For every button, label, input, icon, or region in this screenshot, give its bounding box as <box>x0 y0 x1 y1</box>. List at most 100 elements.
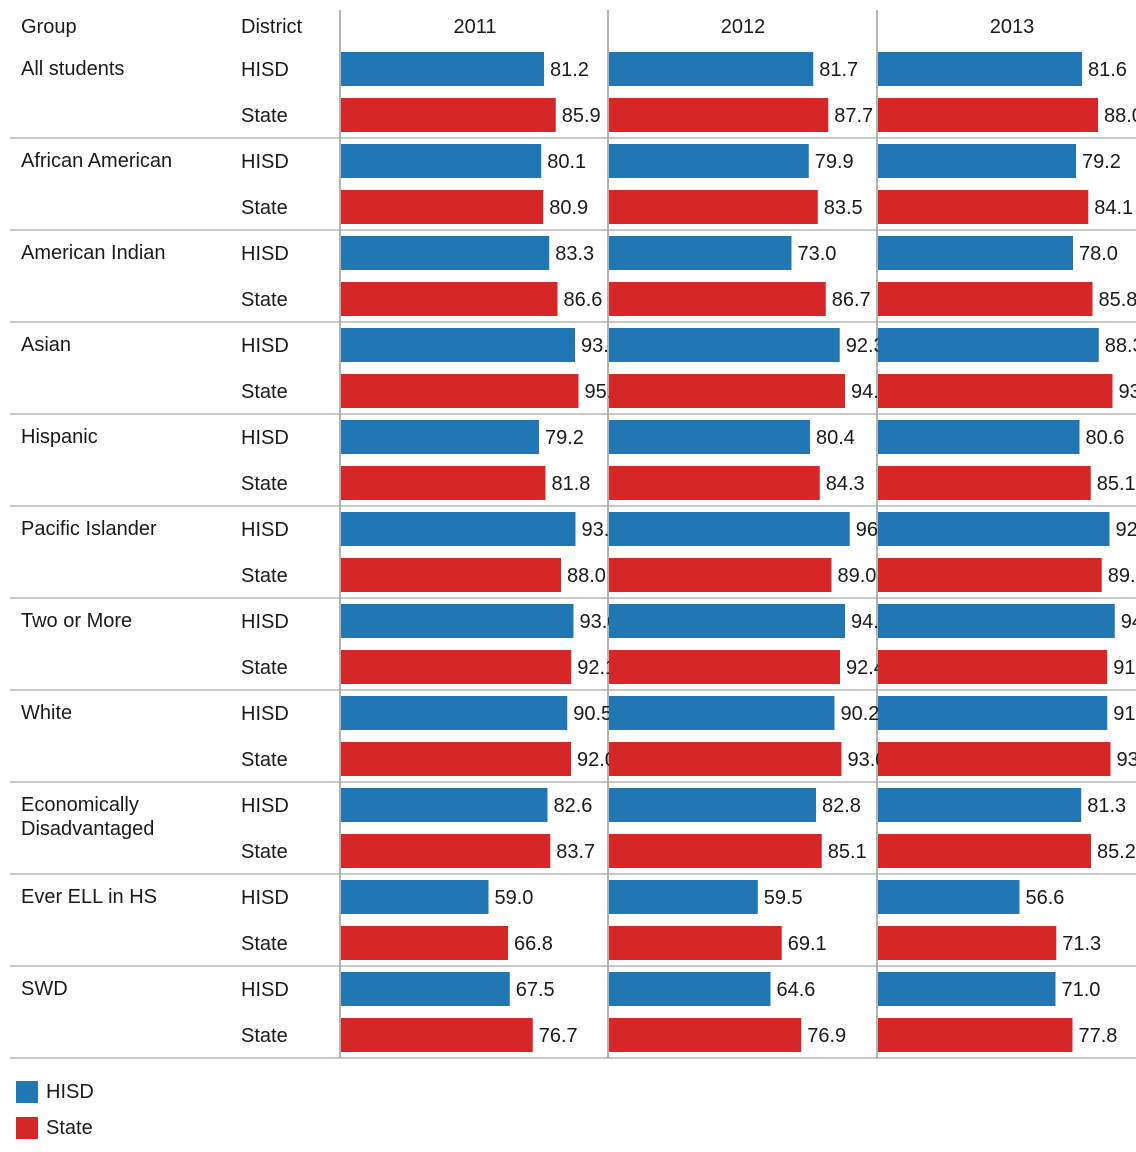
bar-asian-state-2012 <box>609 374 845 408</box>
legend-item-hisd: HISD <box>16 1080 94 1104</box>
value-label-two-or-more-hisd-2013: 94.7 <box>1121 611 1136 633</box>
bar-american-indian-state-2012 <box>609 282 826 316</box>
bar-white-state-2013 <box>878 742 1111 776</box>
value-label-hispanic-state-2011: 81.8 <box>552 473 591 495</box>
value-label-american-indian-hisd-2011: 83.3 <box>555 243 594 265</box>
group-label-all-students: All students <box>21 58 124 80</box>
bar-asian-hisd-2013 <box>878 328 1099 362</box>
bar-ever-ell-in-hs-state-2011 <box>341 926 508 960</box>
bar-pacific-islander-hisd-2013 <box>878 512 1110 546</box>
bar-all-students-state-2011 <box>341 98 556 132</box>
bar-pacific-islander-hisd-2011 <box>341 512 576 546</box>
group-label-two-or-more: Two or More <box>21 610 132 632</box>
value-label-white-hisd-2012: 90.2 <box>841 703 880 725</box>
bar-pacific-islander-state-2013 <box>878 558 1102 592</box>
value-label-all-students-hisd-2013: 81.6 <box>1088 59 1127 81</box>
bar-swd-hisd-2013 <box>878 972 1056 1006</box>
value-label-all-students-state-2012: 87.7 <box>834 105 873 127</box>
bar-pacific-islander-hisd-2012 <box>609 512 850 546</box>
value-label-all-students-state-2011: 85.9 <box>562 105 601 127</box>
year-header-2013: 2013 <box>990 16 1035 38</box>
value-label-african-american-state-2013: 84.1 <box>1094 197 1133 219</box>
bar-two-or-more-state-2011 <box>341 650 571 684</box>
year-header-2011: 2011 <box>453 16 496 38</box>
value-label-economically-disadvantaged-hisd-2013: 81.3 <box>1087 795 1126 817</box>
legend-swatch-state <box>16 1117 38 1139</box>
value-label-economically-disadvantaged-state-2013: 85.2 <box>1097 841 1136 863</box>
bar-economically-disadvantaged-state-2013 <box>878 834 1091 868</box>
bar-white-hisd-2012 <box>609 696 835 730</box>
bar-all-students-state-2013 <box>878 98 1098 132</box>
legend-swatch-hisd <box>16 1081 38 1103</box>
bar-white-hisd-2011 <box>341 696 567 730</box>
district-label-white-state: State <box>241 749 288 771</box>
district-label-asian-state: State <box>241 381 288 403</box>
bar-asian-state-2011 <box>341 374 579 408</box>
value-label-white-hisd-2013: 91.7 <box>1113 703 1136 725</box>
group-label-pacific-islander: Pacific Islander <box>21 518 157 540</box>
bar-african-american-state-2013 <box>878 190 1088 224</box>
bar-american-indian-state-2013 <box>878 282 1093 316</box>
bar-ever-ell-in-hs-hisd-2011 <box>341 880 489 914</box>
bar-economically-disadvantaged-hisd-2012 <box>609 788 816 822</box>
header-district: District <box>241 16 303 38</box>
value-label-american-indian-state-2012: 86.7 <box>832 289 871 311</box>
value-label-white-hisd-2011: 90.5 <box>573 703 612 725</box>
bar-asian-state-2013 <box>878 374 1113 408</box>
bar-hispanic-state-2013 <box>878 466 1091 500</box>
bar-all-students-state-2012 <box>609 98 828 132</box>
group-label-economically-disadvantaged-line-1: Economically <box>21 794 139 816</box>
bar-white-hisd-2013 <box>878 696 1107 730</box>
value-label-african-american-hisd-2013: 79.2 <box>1082 151 1121 173</box>
bar-ever-ell-in-hs-hisd-2013 <box>878 880 1020 914</box>
value-label-economically-disadvantaged-state-2012: 85.1 <box>828 841 867 863</box>
value-label-swd-hisd-2013: 71.0 <box>1062 979 1101 1001</box>
bar-hispanic-hisd-2013 <box>878 420 1080 454</box>
value-label-ever-ell-in-hs-state-2012: 69.1 <box>788 933 827 955</box>
group-label-asian: Asian <box>21 334 71 356</box>
district-label-two-or-more-hisd: HISD <box>241 611 289 633</box>
bar-swd-hisd-2012 <box>609 972 771 1006</box>
district-label-ever-ell-in-hs-state: State <box>241 933 288 955</box>
value-label-white-state-2013: 93.0 <box>1117 749 1136 771</box>
district-label-american-indian-state: State <box>241 289 288 311</box>
bar-ever-ell-in-hs-state-2013 <box>878 926 1056 960</box>
group-label-african-american: African American <box>21 150 172 172</box>
bar-asian-hisd-2011 <box>341 328 575 362</box>
bar-african-american-hisd-2013 <box>878 144 1076 178</box>
district-label-pacific-islander-state: State <box>241 565 288 587</box>
district-label-swd-state: State <box>241 1025 288 1047</box>
group-label-ever-ell-in-hs: Ever ELL in HS <box>21 886 157 908</box>
value-label-hispanic-state-2012: 84.3 <box>826 473 865 495</box>
value-label-hispanic-state-2013: 85.1 <box>1097 473 1136 495</box>
bar-pacific-islander-state-2011 <box>341 558 561 592</box>
value-label-american-indian-hisd-2013: 78.0 <box>1079 243 1118 265</box>
value-label-asian-hisd-2013: 88.3 <box>1105 335 1136 357</box>
bar-white-state-2012 <box>609 742 842 776</box>
bar-economically-disadvantaged-state-2011 <box>341 834 550 868</box>
bar-economically-disadvantaged-hisd-2011 <box>341 788 548 822</box>
district-label-all-students-state: State <box>241 105 288 127</box>
bar-economically-disadvantaged-hisd-2013 <box>878 788 1081 822</box>
value-label-all-students-state-2013: 88.0 <box>1104 105 1136 127</box>
district-label-economically-disadvantaged-state: State <box>241 841 288 863</box>
bar-all-students-hisd-2013 <box>878 52 1082 86</box>
bar-two-or-more-hisd-2013 <box>878 604 1115 638</box>
value-label-african-american-state-2012: 83.5 <box>824 197 863 219</box>
bar-ever-ell-in-hs-hisd-2012 <box>609 880 758 914</box>
value-label-pacific-islander-state-2011: 88.0 <box>567 565 606 587</box>
bar-hispanic-hisd-2012 <box>609 420 810 454</box>
district-label-african-american-state: State <box>241 197 288 219</box>
district-label-african-american-hisd: HISD <box>241 151 289 173</box>
group-label-economically-disadvantaged-line-2: Disadvantaged <box>21 818 154 840</box>
bar-american-indian-hisd-2012 <box>609 236 792 270</box>
bar-hispanic-hisd-2011 <box>341 420 539 454</box>
value-label-african-american-state-2011: 80.9 <box>549 197 588 219</box>
header-group: Group <box>21 16 77 38</box>
group-label-american-indian: American Indian <box>21 242 166 264</box>
legend-item-state: State <box>16 1116 94 1140</box>
bar-swd-state-2012 <box>609 1018 801 1052</box>
value-label-economically-disadvantaged-hisd-2011: 82.6 <box>554 795 593 817</box>
bar-white-state-2011 <box>341 742 571 776</box>
